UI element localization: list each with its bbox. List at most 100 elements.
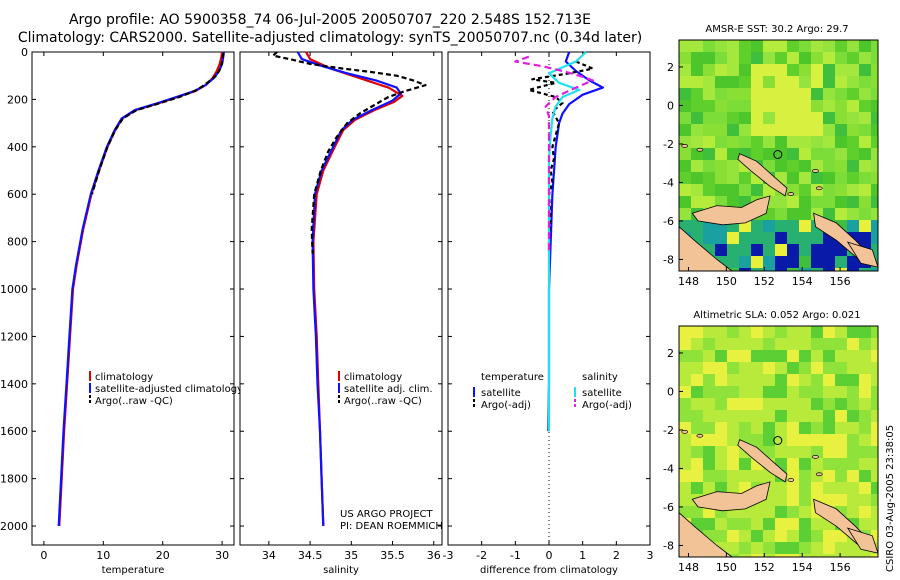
map-cell [859, 350, 871, 362]
map-cell [835, 542, 847, 554]
panel-frame [239, 51, 443, 546]
map-cell [871, 374, 878, 386]
map-cell [727, 458, 739, 470]
map-cell [703, 326, 715, 338]
map-cell [835, 136, 847, 148]
map-cell [715, 422, 727, 434]
map-cell [727, 554, 739, 557]
map-cell [787, 542, 799, 554]
map-cell [703, 374, 715, 386]
map-cell [691, 506, 703, 518]
map-cell [703, 232, 715, 244]
map-cell [871, 244, 878, 256]
map-cell [787, 422, 799, 434]
map-cell [763, 398, 775, 410]
map-cell [787, 410, 799, 422]
map-cell [859, 458, 871, 470]
map-cell [811, 326, 823, 338]
map-cell [811, 542, 823, 554]
map-cell [679, 160, 691, 172]
map-cell [811, 136, 823, 148]
map-cell [739, 350, 751, 362]
map-cell [679, 374, 691, 386]
project-annotation: US ARGO PROJECT [340, 509, 434, 520]
map-cell [799, 398, 811, 410]
map-cell [847, 76, 859, 88]
difference-panel: -3 -2 -1 0 1 2 3 difference from climatology tem… [443, 51, 654, 576]
map-cell [859, 232, 871, 244]
map-cell [703, 112, 715, 124]
map-cell [715, 518, 727, 530]
map-cell [751, 326, 763, 338]
map-cell [703, 76, 715, 88]
map-cell [811, 184, 823, 196]
map-cell [679, 172, 691, 184]
map-cell [739, 374, 751, 386]
map-cell [703, 434, 715, 446]
map-cell [835, 350, 847, 362]
map-cell [715, 52, 727, 64]
map-cell [775, 506, 787, 518]
x-tick-label-35-5: 35.5 [380, 549, 405, 562]
map-cell [763, 232, 775, 244]
map-cell [859, 482, 871, 494]
map-cell [787, 172, 799, 184]
map-lat-label-2: 2 [667, 61, 674, 74]
map-cell [751, 386, 763, 398]
map-cell [859, 52, 871, 64]
map-cell [727, 398, 739, 410]
map-cell [799, 374, 811, 386]
map-cell [679, 100, 691, 112]
map-cell [751, 136, 763, 148]
map-cell [823, 244, 835, 256]
map-cell [799, 112, 811, 124]
map-cell [871, 326, 878, 338]
map-cell [691, 76, 703, 88]
map-cell [739, 124, 751, 136]
map-cell [703, 338, 715, 350]
map-cell [835, 338, 847, 350]
x-tick-label-10: 10 [96, 549, 110, 562]
map-cell [811, 482, 823, 494]
map-cell [703, 196, 715, 208]
map-cell [691, 446, 703, 458]
land-mass-2 [691, 481, 771, 512]
map-cell [775, 362, 787, 374]
map-cell [691, 338, 703, 350]
map-cell [751, 112, 763, 124]
map-cell [847, 184, 859, 196]
map-cell [691, 398, 703, 410]
map-cell [691, 100, 703, 112]
map-cell [823, 434, 835, 446]
map-cell [799, 256, 811, 268]
map-cell [799, 160, 811, 172]
legend-entry-argo-raw-qc: Argo(..raw -QC) [344, 396, 422, 407]
map-cell [847, 40, 859, 52]
map-cell [763, 386, 775, 398]
map-cell [727, 160, 739, 172]
map-cell [847, 410, 859, 422]
map-cell [679, 434, 691, 446]
map-cell [799, 470, 811, 482]
map-cell [703, 446, 715, 458]
island-2 [696, 147, 704, 152]
map-cell [787, 326, 799, 338]
map-lat-label-0: 0 [667, 99, 674, 112]
map-cell [787, 374, 799, 386]
map-cell [847, 542, 859, 554]
map-cell [823, 362, 835, 374]
map-cell [691, 470, 703, 482]
map-cell [739, 458, 751, 470]
map-cell [835, 172, 847, 184]
map-cell [811, 338, 823, 350]
map-cell [763, 338, 775, 350]
map-cell [847, 434, 859, 446]
depth-tick-label-400: 400 [7, 141, 28, 154]
map-cell [715, 64, 727, 76]
map-cell [751, 338, 763, 350]
map-cell [847, 160, 859, 172]
map-cell [775, 410, 787, 422]
legend-entry-temp-satellite: satellite [481, 388, 521, 399]
map-cell [679, 52, 691, 64]
map-cell [775, 554, 787, 557]
